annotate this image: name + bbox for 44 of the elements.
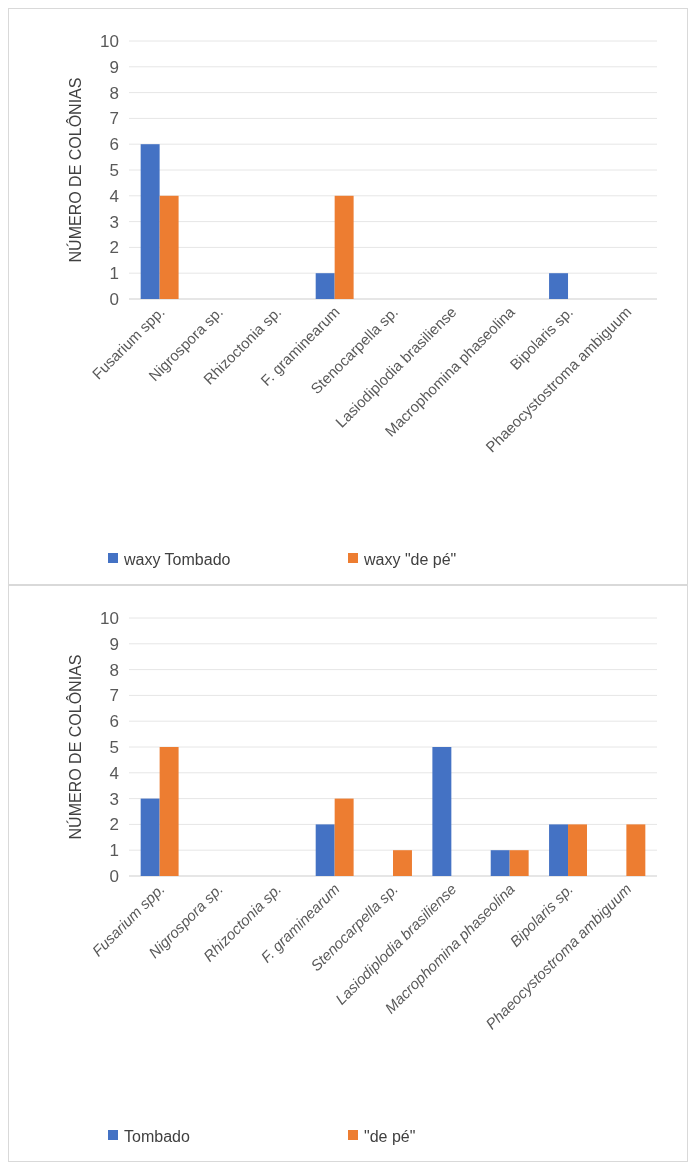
bar bbox=[334, 798, 354, 876]
y-tick-label: 9 bbox=[109, 634, 119, 654]
legend-label: waxy Tombado bbox=[123, 550, 231, 568]
bar bbox=[549, 273, 569, 299]
bar bbox=[626, 824, 646, 876]
y-tick-label: 0 bbox=[109, 866, 119, 886]
y-tick-label: 8 bbox=[109, 660, 119, 680]
y-tick-label: 5 bbox=[109, 737, 119, 757]
bar bbox=[509, 850, 529, 876]
y-tick-label: 6 bbox=[109, 712, 119, 732]
y-tick-label: 4 bbox=[109, 763, 119, 783]
legend-label: "de pé" bbox=[364, 1127, 416, 1145]
y-tick-label: 0 bbox=[109, 289, 119, 309]
y-tick-label: 6 bbox=[109, 135, 119, 155]
bar bbox=[490, 850, 510, 876]
legend-label: Tombado bbox=[124, 1127, 190, 1145]
bar bbox=[549, 824, 569, 876]
bar bbox=[432, 747, 452, 876]
bar bbox=[393, 850, 412, 876]
y-tick-label: 2 bbox=[109, 815, 119, 835]
y-tick-label: 2 bbox=[109, 238, 119, 258]
y-tick-label: 9 bbox=[109, 57, 119, 77]
y-tick-label: 1 bbox=[109, 264, 119, 284]
y-tick-label: 8 bbox=[109, 83, 119, 103]
y-tick-label: 7 bbox=[109, 109, 119, 129]
y-axis-title: NÚMERO DE COLÔNIAS bbox=[66, 77, 84, 263]
bar bbox=[140, 144, 160, 299]
y-axis-title: NÚMERO DE COLÔNIAS bbox=[66, 654, 84, 840]
bar bbox=[140, 798, 160, 876]
bar bbox=[159, 195, 179, 299]
y-tick-label: 5 bbox=[109, 160, 119, 180]
bar bbox=[315, 824, 335, 876]
y-tick-label: 10 bbox=[100, 31, 119, 51]
y-tick-label: 1 bbox=[109, 841, 119, 861]
y-tick-label: 10 bbox=[100, 608, 119, 628]
y-tick-label: 3 bbox=[109, 212, 119, 232]
y-tick-label: 4 bbox=[109, 186, 119, 206]
y-tick-label: 7 bbox=[109, 686, 119, 706]
bar bbox=[568, 824, 587, 876]
bar bbox=[334, 195, 354, 299]
bar bbox=[315, 273, 335, 299]
y-tick-label: 3 bbox=[109, 789, 119, 809]
legend-label: waxy "de pé" bbox=[363, 550, 457, 568]
bar bbox=[159, 747, 179, 876]
